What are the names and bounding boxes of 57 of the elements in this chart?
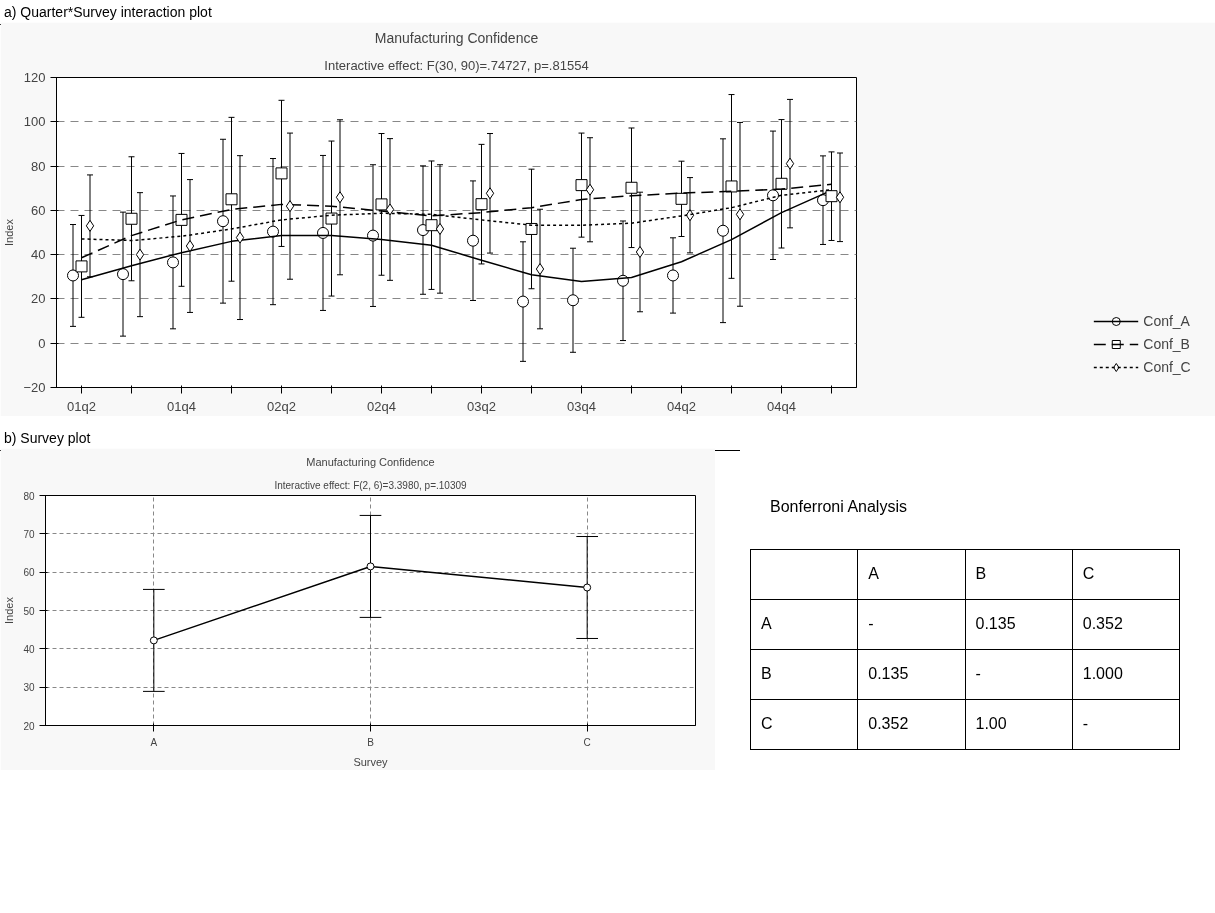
text: - xyxy=(975,664,981,682)
y-tick-label: 40 xyxy=(31,247,46,263)
text: b) Survey plot xyxy=(0,426,740,451)
legend-label: Conf_B xyxy=(1143,336,1190,352)
legend-label: Conf_C xyxy=(1143,359,1191,375)
text: - xyxy=(1082,714,1089,732)
text: 0.352 xyxy=(1082,614,1123,632)
text: Bonferroni Analysis xyxy=(769,497,908,517)
x-tick-label: 04q4 xyxy=(767,398,796,414)
y-tick-label: 80 xyxy=(31,158,46,174)
x-tick-label: C xyxy=(583,736,591,748)
y-tick-label: 20 xyxy=(23,720,35,732)
x-tick-label: 03q4 xyxy=(567,398,596,414)
x-tick-label: A xyxy=(150,736,158,748)
chart-subtitle: Interactive effect: F(2, 6)=3.3980, p=.10309 xyxy=(274,479,468,491)
text: a) Quarter*Survey interaction plot xyxy=(0,0,1190,25)
x-tick-label: B xyxy=(367,736,375,748)
y-tick-label: 120 xyxy=(23,70,46,85)
y-tick-label: 40 xyxy=(23,643,35,655)
y-tick-label: −20 xyxy=(23,380,46,395)
text: - xyxy=(868,614,874,632)
text: 1.000 xyxy=(1082,664,1123,682)
y-tick-label: 100 xyxy=(23,114,46,130)
x-tick-label: 01q2 xyxy=(67,398,96,414)
text: 0.135 xyxy=(868,664,909,682)
x-tick-label: 03q2 xyxy=(467,398,496,414)
text: 0.135 xyxy=(975,614,1016,632)
x-tick-label: 02q4 xyxy=(367,398,396,414)
text: 1.00 xyxy=(975,714,1007,732)
y-axis-title: Index xyxy=(3,596,16,624)
legend-label: Conf_A xyxy=(1143,313,1190,329)
x-tick-label: 04q2 xyxy=(667,398,696,414)
category-label: B xyxy=(965,549,1073,600)
y-axis-title: Index xyxy=(3,218,16,246)
chart-subtitle: Interactive effect: F(30, 90)=.74727, p=.81554 xyxy=(324,57,589,73)
category-label: C xyxy=(1072,549,1180,600)
y-tick-label: 60 xyxy=(23,567,35,579)
y-tick-label: 60 xyxy=(31,202,46,218)
category-label: B xyxy=(761,664,772,682)
y-tick-label: 70 xyxy=(23,528,35,540)
point xyxy=(583,583,592,592)
text: 0.352 xyxy=(868,714,909,732)
point xyxy=(149,636,158,645)
y-tick-label: 50 xyxy=(23,605,35,617)
chart-title: Manufacturing Confidence xyxy=(374,29,539,46)
y-tick-label: 20 xyxy=(31,291,46,307)
chart-title: Manufacturing Confidence xyxy=(306,455,435,468)
x-axis-title: Survey xyxy=(353,755,389,768)
y-tick-label: 30 xyxy=(23,682,35,694)
category-label: A xyxy=(761,614,772,632)
y-tick-label: 80 xyxy=(23,490,35,502)
x-tick-label: 02q2 xyxy=(267,398,296,414)
y-tick-label: 0 xyxy=(38,335,46,351)
category-label: C xyxy=(761,714,773,732)
category-label: A xyxy=(857,549,965,600)
point xyxy=(366,562,375,571)
x-tick-label: 01q4 xyxy=(167,398,196,414)
